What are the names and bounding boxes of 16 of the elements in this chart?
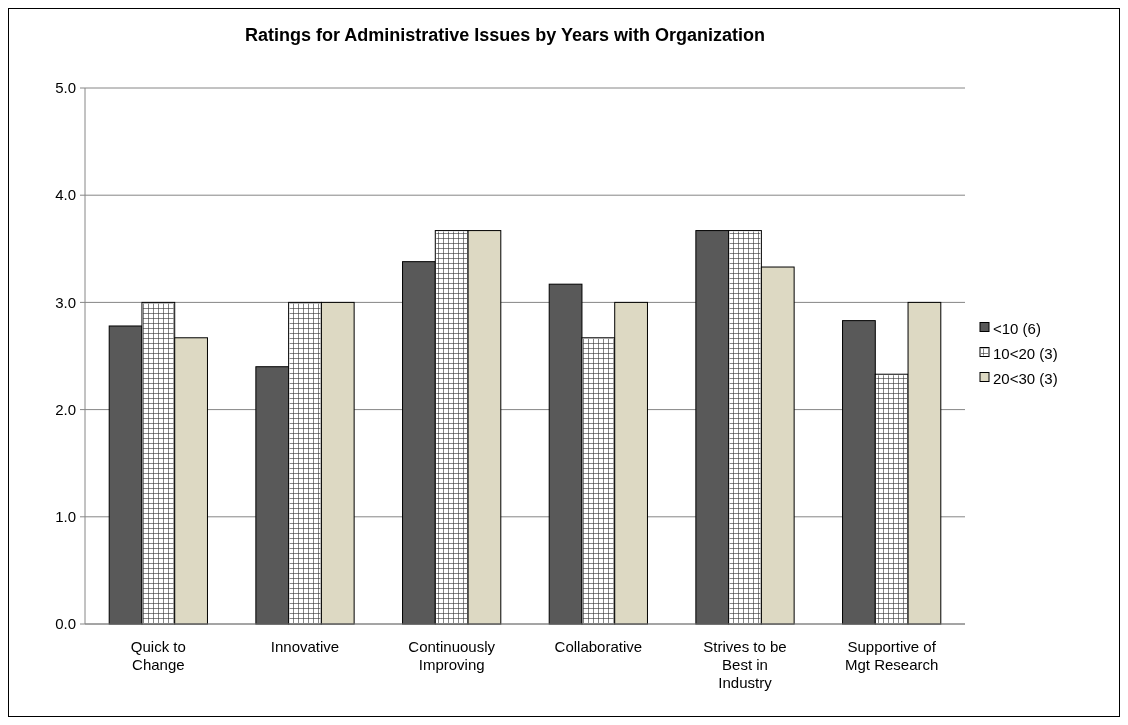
x-tick-label: Supportive of Mgt Research <box>844 638 939 673</box>
chart-title: Ratings for Administrative Issues by Years with Organization <box>244 25 766 45</box>
y-tick-label: 2.0 <box>55 400 76 418</box>
y-tick-label: 0.0 <box>55 615 76 633</box>
x-tick-label: Innovative <box>270 638 340 655</box>
legend-label: 10<20 (3) <box>993 344 1058 362</box>
y-tick-label: 5.0 <box>55 79 76 97</box>
x-tick-label: Quick to Change <box>130 638 186 673</box>
y-tick-label: 1.0 <box>55 508 76 526</box>
y-tick-label: 3.0 <box>55 293 76 311</box>
x-tick-label: Strives to be Best in Industry <box>703 638 787 691</box>
legend-label: <10 (6) <box>993 319 1041 337</box>
x-tick-label: Collaborative <box>554 638 643 655</box>
y-tick-label: 4.0 <box>55 186 76 204</box>
x-tick-label: Continuously Improving <box>408 638 496 673</box>
legend-label: 20<30 (3) <box>993 369 1058 387</box>
